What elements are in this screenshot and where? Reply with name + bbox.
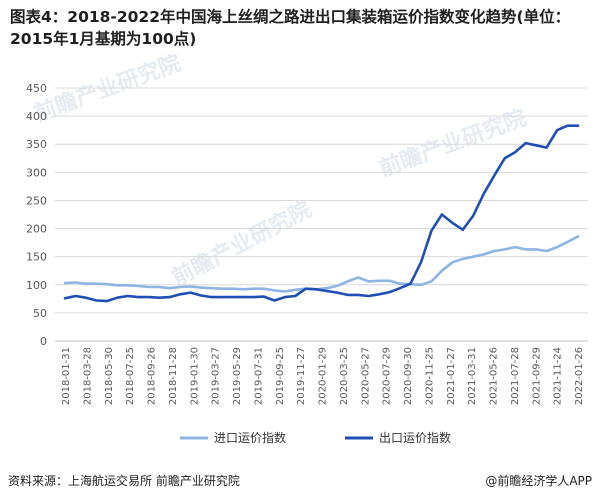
legend-label: 进口运价指数 [214, 430, 286, 445]
chart-title: 图表4：2018-2022年中国海上丝绸之路进出口集装箱运价指数变化趋势(单位：… [10, 8, 571, 48]
chart-svg: 前瞻产业研究院前瞻产业研究院前瞻产业研究院0501001502002503003… [26, 50, 588, 445]
x-tick-label: 2021-05-26 [489, 347, 500, 405]
x-tick-label: 2020-05-27 [360, 347, 371, 405]
x-tick-label: 2020-03-25 [339, 347, 350, 405]
y-tick-label: 0 [40, 335, 47, 348]
y-tick-label: 350 [26, 138, 47, 151]
x-tick-label: 2020-11-25 [424, 347, 435, 405]
x-tick-label: 2019-01-30 [189, 347, 200, 405]
y-tick-label: 300 [26, 166, 47, 179]
y-tick-label: 200 [26, 223, 47, 236]
legend-label: 出口运价指数 [379, 430, 451, 445]
x-tick-label: 2020-09-30 [403, 347, 414, 405]
x-tick-label: 2018-09-26 [147, 347, 158, 405]
y-tick-label: 400 [26, 110, 47, 123]
series-line-import [63, 235, 580, 293]
x-tick-label: 2019-11-27 [296, 347, 307, 405]
watermark-text: 前瞻产业研究院 [168, 196, 316, 291]
x-tick-label: 2018-01-31 [61, 347, 72, 405]
y-tick-label: 450 [26, 82, 47, 95]
y-tick-label: 150 [26, 251, 47, 264]
x-tick-label: 2020-07-29 [382, 347, 393, 405]
x-tick-label: 2019-03-27 [211, 347, 222, 405]
y-tick-label: 250 [26, 194, 47, 207]
x-tick-label: 2018-11-28 [168, 347, 179, 405]
x-tick-label: 2021-09-29 [531, 347, 542, 405]
x-tick-label: 2021-03-31 [467, 347, 478, 405]
x-tick-label: 2021-07-28 [510, 347, 521, 405]
x-tick-label: 2019-05-29 [232, 347, 243, 405]
x-tick-label: 2018-03-28 [82, 347, 93, 405]
x-tick-label: 2022-01-26 [574, 347, 585, 405]
y-tick-label: 50 [33, 307, 47, 320]
x-tick-label: 2020-01-29 [318, 347, 329, 405]
series-line-export [63, 124, 580, 303]
x-tick-label: 2021-11-24 [553, 347, 564, 405]
footer: 资料来源：上海航运交易所 前瞻产业研究院 @前瞻经济学人APP [0, 468, 600, 502]
source-note: 资料来源：上海航运交易所 前瞻产业研究院 [8, 474, 240, 488]
brand-label: @前瞻经济学人APP [485, 474, 592, 488]
x-tick-label: 2018-07-25 [125, 347, 136, 405]
x-tick-label: 2021-01-27 [446, 347, 457, 405]
y-tick-label: 100 [26, 279, 47, 292]
x-tick-label: 2018-05-30 [104, 347, 115, 405]
x-tick-label: 2019-09-25 [275, 347, 286, 405]
x-tick-label: 2019-07-31 [253, 347, 264, 405]
